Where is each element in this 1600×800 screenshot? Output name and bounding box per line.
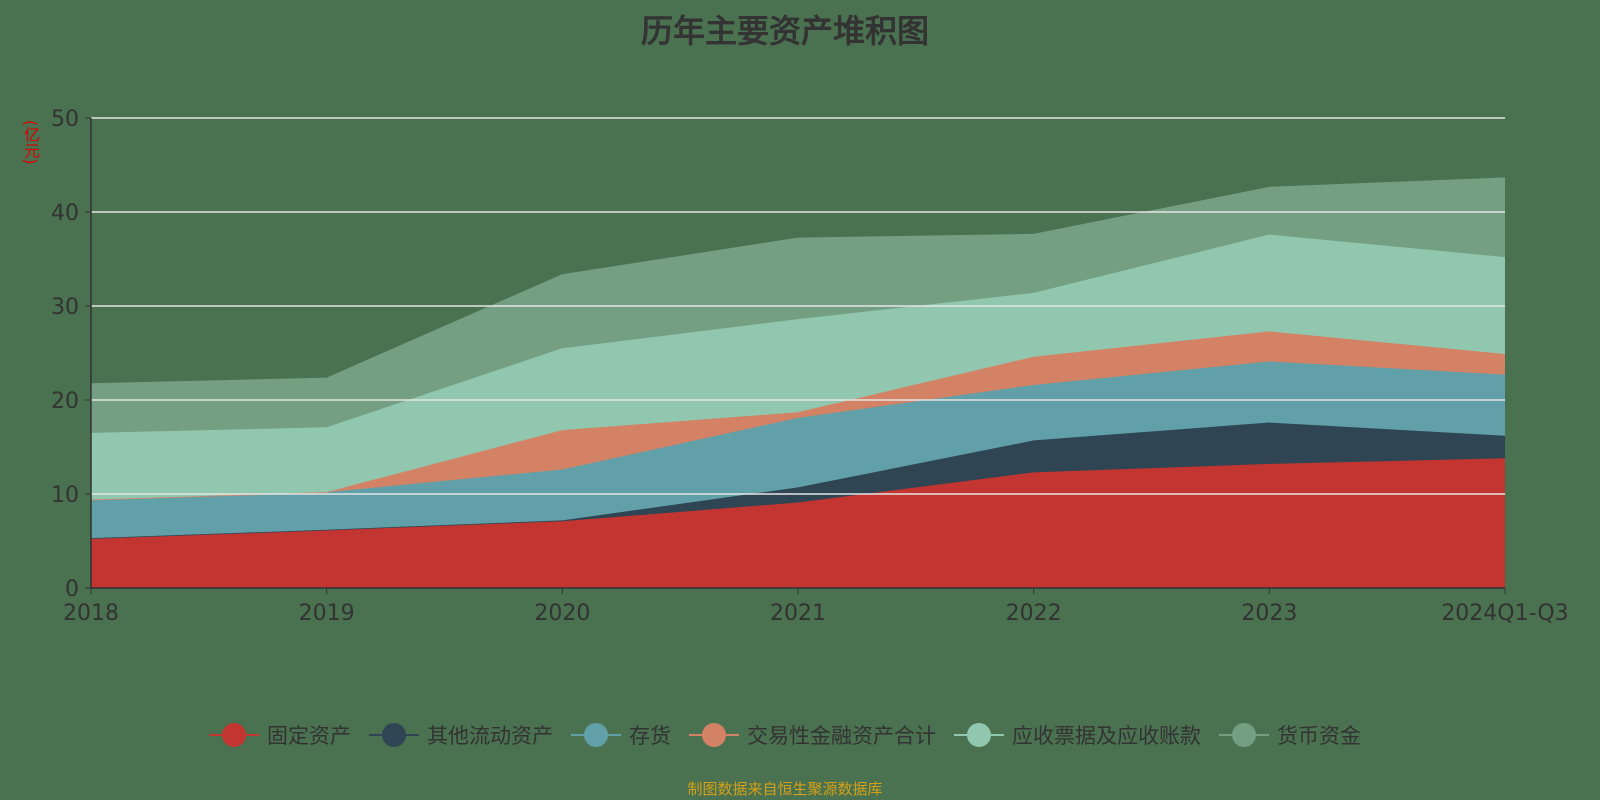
legend-item[interactable]: 固定资产 [209,720,351,750]
area-series-4 [91,234,1505,500]
legend-label: 存货 [629,724,671,748]
y-tick-label: 30 [51,295,79,320]
y-tick-label: 50 [51,107,79,132]
legend-item[interactable]: 货币资金 [1219,720,1361,750]
x-tick-label: 2019 [299,601,355,626]
y-tick-label: 20 [51,389,79,414]
legend-label: 货币资金 [1277,724,1361,748]
x-tick-label: 2020 [534,601,590,626]
chart-title: 历年主要资产堆积图 [640,12,929,50]
legend-label: 其他流动资产 [427,724,553,748]
area-series-1 [91,422,1505,539]
legend-marker-icon [1219,723,1269,747]
legend-item[interactable]: 其他流动资产 [369,720,553,750]
y-tick-label: 40 [51,201,79,226]
legend-label: 固定资产 [267,724,351,748]
legend-marker-icon [689,723,739,747]
legend-marker-icon [369,723,419,747]
source-note: 制图数据来自恒生聚源数据库 [687,780,883,798]
x-tick-label: 2018 [63,601,119,626]
area-series-3 [91,331,1505,500]
x-tick-label: 2021 [770,601,826,626]
legend-item[interactable]: 应收票据及应收账款 [954,720,1201,750]
stacked-area-chart: 0 10 20 30 40 50 2018 2019 2020 2021 2022 2023 2024Q… [51,107,1569,626]
legend: 固定资产 其他流动资产 存货 交易性金融资产合计 应收票据及应收账款 货币资金 [0,720,1570,750]
legend-marker-icon [571,723,621,747]
legend-marker-icon [954,723,1004,747]
line-series-5 [90,177,1506,385]
y-tick-label: 10 [51,483,79,508]
x-tick-label: 2023 [1241,601,1297,626]
legend-item[interactable]: 交易性金融资产合计 [689,720,936,750]
legend-label: 应收票据及应收账款 [1012,724,1201,748]
x-tick-label: 2022 [1006,601,1062,626]
legend-item[interactable]: 存货 [571,720,671,750]
area-series-0 [91,458,1505,588]
x-tick-label: 2024Q1-Q3 [1441,601,1568,626]
y-axis-label: (亿元) [21,120,40,165]
legend-marker-icon [209,723,259,747]
legend-label: 交易性金融资产合计 [747,724,936,748]
y-tick-label: 0 [65,577,79,602]
